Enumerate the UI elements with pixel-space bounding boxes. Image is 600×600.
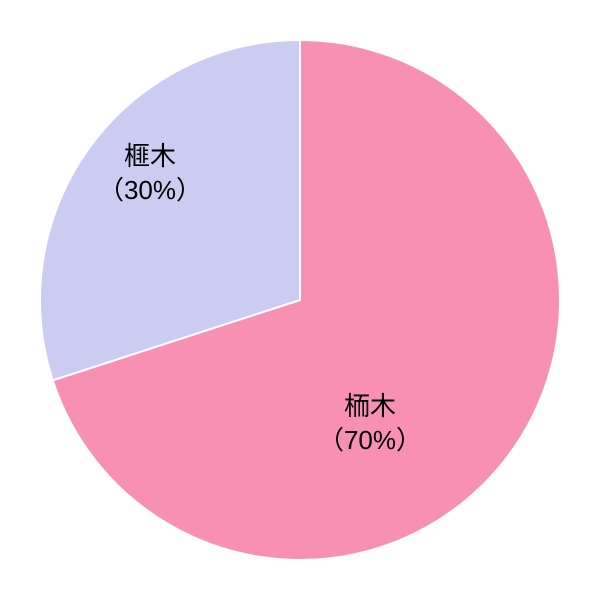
- pie-chart: 栭木（70%）榧木（30%）: [0, 0, 600, 600]
- pie-svg: [0, 0, 600, 600]
